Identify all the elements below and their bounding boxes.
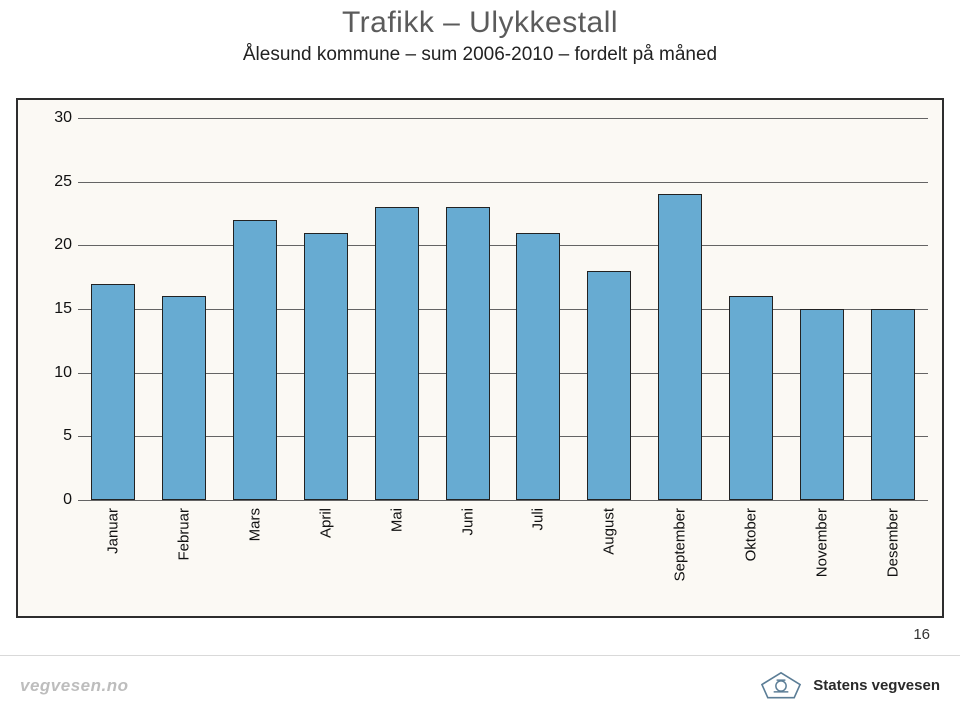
y-tick-label: 5	[38, 427, 72, 445]
y-tick-label: 15	[38, 300, 72, 318]
bar	[91, 284, 135, 500]
footer-brand-text: Statens vegvesen	[813, 677, 940, 694]
x-tick-label: Februar	[176, 508, 193, 561]
page-subtitle: Ålesund kommune – sum 2006-2010 – fordel…	[0, 44, 960, 66]
gridline	[78, 500, 928, 501]
y-tick-label: 0	[38, 491, 72, 509]
y-tick-label: 30	[38, 109, 72, 127]
bar	[729, 296, 773, 500]
bar	[233, 220, 277, 500]
x-tick-label: Mars	[247, 508, 264, 541]
x-tick-label: Juni	[459, 508, 476, 536]
chart-frame: 051015202530 JanuarFebruarMarsAprilMaiJu…	[16, 98, 944, 618]
y-tick-label: 10	[38, 364, 72, 382]
x-tick-label: Desember	[884, 508, 901, 577]
x-tick-label: Januar	[105, 508, 122, 554]
bar	[162, 296, 206, 500]
bar	[800, 309, 844, 500]
footer-brand: Statens vegvesen	[759, 668, 940, 704]
x-tick-label: September	[672, 508, 689, 581]
x-tick-label: August	[601, 508, 618, 555]
bar	[304, 233, 348, 500]
vegvesen-emblem-icon	[759, 668, 803, 704]
x-tick-label: Mai	[388, 508, 405, 532]
footer-site: vegvesen.no	[20, 676, 129, 696]
bar	[871, 309, 915, 500]
chart-plot: 051015202530	[78, 118, 928, 500]
bar	[375, 207, 419, 500]
x-tick-label: Juli	[530, 508, 547, 531]
x-tick-label: Oktober	[742, 508, 759, 561]
bar	[516, 233, 560, 500]
bar	[587, 271, 631, 500]
bar	[658, 194, 702, 500]
bar	[446, 207, 490, 500]
page-number: 16	[913, 626, 930, 643]
page-title: Trafikk – Ulykkestall	[0, 6, 960, 40]
y-tick-label: 20	[38, 236, 72, 254]
x-tick-label: April	[317, 508, 334, 538]
footer: vegvesen.no Statens vegvesen	[0, 655, 960, 709]
x-tick-label: November	[813, 508, 830, 577]
y-tick-label: 25	[38, 173, 72, 191]
